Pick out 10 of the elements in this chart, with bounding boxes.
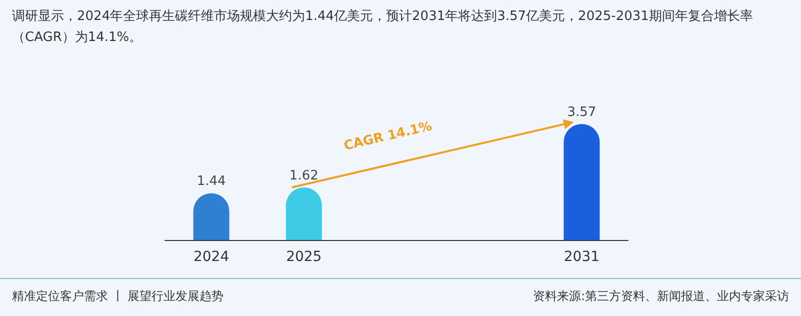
data-label: 1.62 — [289, 168, 318, 184]
data-label: 3.57 — [567, 104, 596, 120]
text: 精准定位客户需求 丨 展望行业发展趋势 — [12, 288, 224, 305]
x-tick-label: 2031 — [564, 249, 600, 265]
x-tick-label: 2025 — [286, 249, 322, 265]
data-label: 1.44 — [196, 174, 226, 190]
x-tick-label: 2024 — [193, 249, 230, 265]
text: 资料来源:第三方资料、新闻报道、业内专家采访 — [532, 288, 789, 305]
annotation: CAGR 14.1% — [342, 118, 434, 154]
chart-title: 调研显示，2024年全球再生碳纤维市场规模大约为1.44亿美元，预计2031年将达到3.57亿美元，2025-2031期间年复合增长率（CAGR）为14.1%。 — [12, 8, 754, 47]
